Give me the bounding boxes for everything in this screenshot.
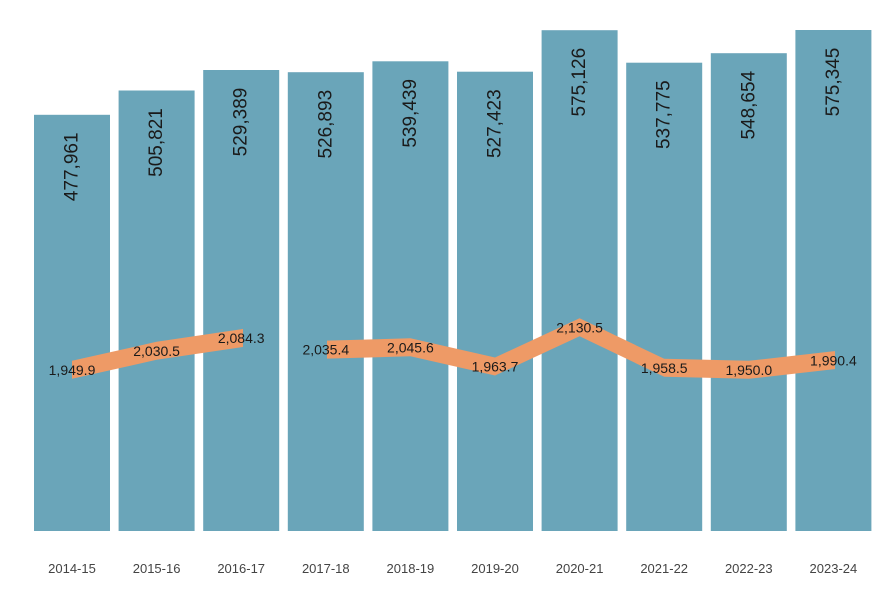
line-value-label: 1,958.5 <box>641 360 688 376</box>
x-tick-label: 2021-22 <box>640 561 688 576</box>
line-value-label: 2,035.4 <box>302 342 349 358</box>
bars-layer <box>34 30 872 532</box>
line-value-label: 2,130.5 <box>556 319 603 335</box>
x-tick-label: 2019-20 <box>471 561 519 576</box>
line-value-label: 1,990.4 <box>810 352 857 368</box>
x-tick-label: 2020-21 <box>556 561 604 576</box>
line-value-label: 2,084.3 <box>218 330 265 346</box>
bar-2020-21 <box>541 30 618 531</box>
bar-2019-20 <box>457 71 533 531</box>
bar-value-label: 575,345 <box>823 48 844 117</box>
line-value-label: 1,950.0 <box>725 362 772 378</box>
bar-value-label: 477,961 <box>62 132 83 201</box>
bar-2015-16 <box>118 90 195 531</box>
bar-value-label: 505,821 <box>146 108 167 177</box>
bar-value-label: 537,775 <box>654 80 675 149</box>
x-tick-label: 2018-19 <box>387 561 435 576</box>
x-tick-label: 2023-24 <box>810 561 858 576</box>
bar-2014-15 <box>34 114 110 532</box>
labels-layer: 477,961 505,821 529,389 526,893 539,439 527,4… <box>49 48 857 378</box>
x-tick-label: 2014-15 <box>48 561 96 576</box>
bar-value-label: 527,423 <box>485 89 506 158</box>
x-tick-label: 2016-17 <box>217 561 265 576</box>
line-value-label: 1,949.9 <box>49 362 96 378</box>
x-tick-label: 2015-16 <box>133 561 181 576</box>
bar-2023-24 <box>795 30 872 531</box>
bar-value-label: 526,893 <box>315 90 336 159</box>
bar-value-label: 529,389 <box>231 88 252 157</box>
bar-value-label: 539,439 <box>400 79 421 148</box>
bar-value-label: 548,654 <box>738 70 759 139</box>
bar-2017-18 <box>287 72 364 531</box>
line-value-label: 1,963.7 <box>472 359 519 375</box>
line-value-label: 2,045.6 <box>387 339 434 355</box>
line-series-band-2 <box>327 318 835 379</box>
x-tick-label: 2017-18 <box>302 561 350 576</box>
line-value-label: 2,030.5 <box>133 343 180 359</box>
line-series-band-1 <box>72 328 243 379</box>
bar-2016-17 <box>203 70 280 531</box>
bar-2018-19 <box>372 61 449 532</box>
bar-2021-22 <box>626 62 703 531</box>
bar-2022-23 <box>710 53 787 531</box>
line-layer <box>72 318 835 379</box>
x-tick-label: 2022-23 <box>725 561 773 576</box>
bar-value-label: 575,126 <box>569 48 590 117</box>
x-axis: 2014-15 2015-16 2016-17 2017-18 2018-19 2019-… <box>48 561 857 576</box>
